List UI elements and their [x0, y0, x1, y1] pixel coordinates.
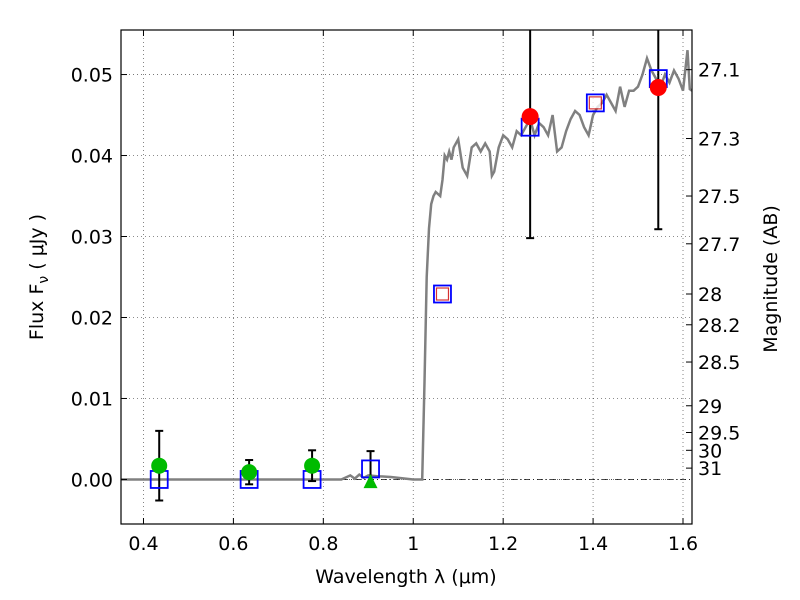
observed-ir-flux-point [521, 108, 539, 126]
y2-tick-label: 27.7 [698, 234, 740, 256]
x-tick-label: 1.2 [488, 533, 518, 555]
observed-flux-point [241, 464, 258, 481]
y2-tick-label: 27.5 [698, 186, 740, 208]
model-spectrum-line [121, 50, 692, 481]
x-tick-label: 1 [407, 533, 419, 555]
markers [149, 69, 668, 489]
x-tick-label: 0.8 [308, 533, 338, 555]
y-axis-label-unit: ( μJy ) [26, 214, 48, 276]
y-axis-label-subscript: ν [36, 276, 52, 284]
observed-flux-point [151, 457, 168, 474]
y2-tick-label: 27.3 [698, 129, 740, 151]
y-tick-label: 0.00 [71, 469, 113, 491]
y2-axis-label: Magnitude (AB) [760, 205, 782, 353]
observed-ir-flux-point [649, 78, 667, 96]
errorbars [155, 30, 663, 502]
y-tick-label: 0.05 [71, 65, 113, 87]
y-tick-label: 0.01 [71, 388, 113, 410]
y-axis-label: Flux Fν ( μJy ) [26, 214, 52, 340]
model-photometry-square [585, 93, 605, 113]
y2-tick-label: 28 [698, 284, 722, 306]
y2-tick-label: 27.1 [698, 60, 740, 82]
y-tick-label: 0.03 [71, 227, 113, 249]
inner-square-marker [435, 287, 450, 301]
y2-tick-label: 28.5 [698, 352, 740, 374]
plot-frame [120, 29, 693, 525]
plot-area [121, 30, 692, 502]
x-tick-label: 1.6 [668, 533, 698, 555]
y2-tick-label: 29 [698, 396, 722, 418]
x-tick-label: 0.4 [128, 533, 158, 555]
upper-limit-triangle [363, 474, 378, 489]
model-photometry-square [433, 284, 452, 304]
y2-tick-label: 28.2 [698, 315, 740, 337]
y2-tick-label: 29.5 [698, 422, 740, 444]
x-tick-label: 1.4 [578, 533, 608, 555]
y2-tick-label: 31 [698, 458, 722, 480]
inner-square-marker [588, 96, 602, 110]
y2-tick-label: 30 [698, 440, 722, 462]
x-axis-ticks: 0.4 0.6 0.8 1 1.2 1.4 1.6 [128, 30, 698, 555]
x-tick-label: 0.6 [218, 533, 248, 555]
y-axis-label-main: Flux F [26, 284, 48, 340]
x-axis-label: Wavelength λ (μm) [315, 566, 496, 588]
y-axis-ticks: 0.00 0.01 0.02 0.03 0.04 0.05 [71, 65, 127, 491]
observed-flux-point [304, 457, 321, 474]
y-tick-label: 0.02 [71, 307, 113, 329]
grid-lines [121, 30, 692, 524]
y-tick-label: 0.04 [71, 146, 113, 168]
